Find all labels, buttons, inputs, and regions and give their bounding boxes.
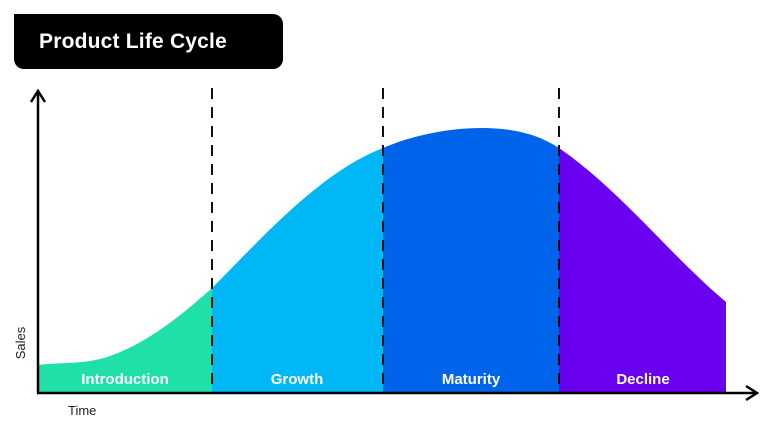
x-axis-arrowhead xyxy=(745,384,760,402)
diagram-title: Product Life Cycle xyxy=(39,29,227,53)
stage-label-maturity: Maturity xyxy=(442,371,501,388)
stage-label-introduction: Introduction xyxy=(81,371,168,388)
stage-area-introduction xyxy=(38,288,212,392)
stage-area-maturity xyxy=(383,128,559,392)
stage-area-decline xyxy=(559,148,726,392)
stage-label-growth: Growth xyxy=(271,371,324,388)
y-axis-arrowhead xyxy=(29,88,47,103)
title-banner: Product Life Cycle xyxy=(14,14,283,69)
x-axis-label: Time xyxy=(68,403,96,418)
y-axis-label: Sales xyxy=(13,326,28,359)
stage-area-growth xyxy=(212,148,383,392)
stage-label-decline: Decline xyxy=(616,371,669,388)
